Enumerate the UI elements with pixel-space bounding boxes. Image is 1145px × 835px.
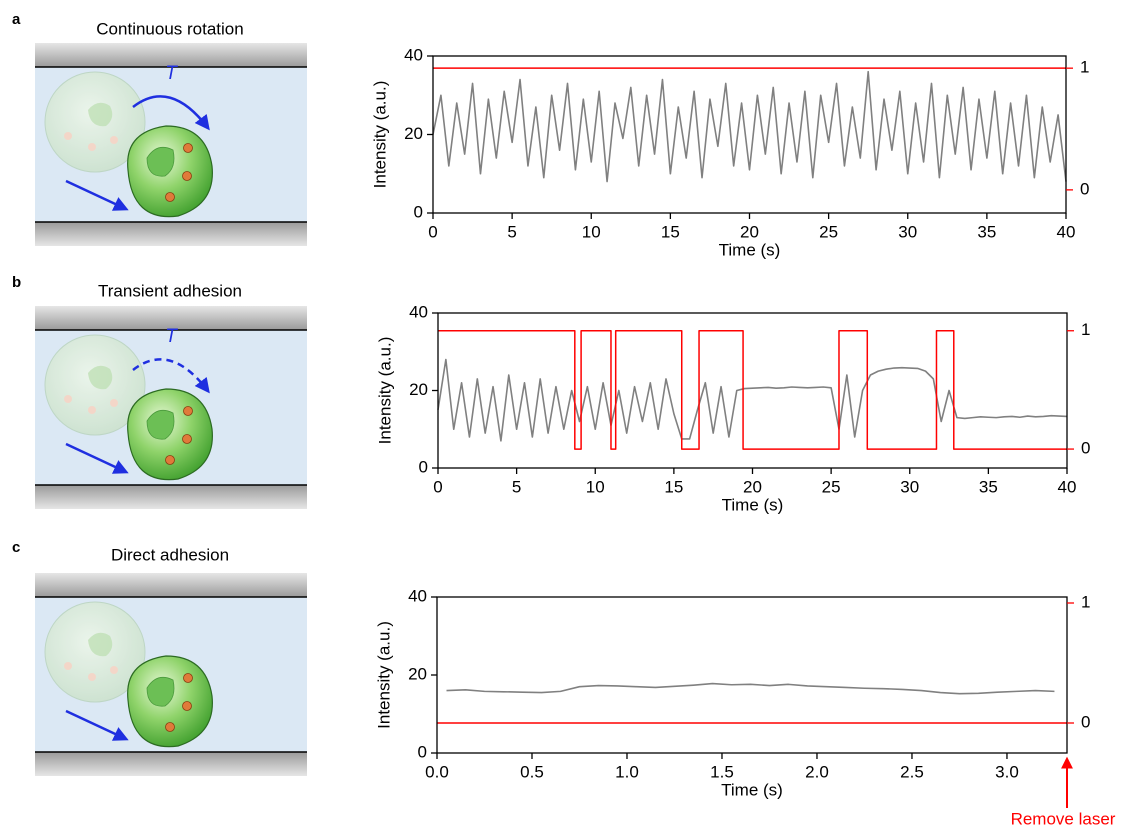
x-tick-label: 15 (664, 477, 683, 496)
x-tick-label: 5 (512, 477, 521, 496)
y2-tick-label: 0 (1080, 179, 1089, 198)
y-tick-label: 20 (404, 124, 423, 143)
x-axis-title: Time (s) (722, 495, 784, 514)
panel-label: b (12, 274, 21, 291)
x-tick-label: 15 (661, 222, 680, 241)
x-tick-label: 2.0 (805, 762, 829, 781)
x-tick-label: 0.5 (520, 762, 544, 781)
torque-arrow (132, 95, 210, 131)
y2-tick-label: 1 (1081, 320, 1090, 339)
y-tick-label: 0 (414, 202, 423, 221)
y2-tick-label: 1 (1081, 592, 1090, 611)
y-tick-label: 0 (419, 457, 428, 476)
panel-label: c (12, 539, 20, 556)
y2-tick-label: 1 (1080, 58, 1089, 77)
torque-arrow (132, 358, 210, 394)
x-tick-label: 20 (743, 477, 762, 496)
x-tick-label: 0.0 (425, 762, 449, 781)
plot-frame (437, 312, 1068, 469)
x-tick-label: 40 (1057, 222, 1076, 241)
x-axis-title: Time (s) (721, 780, 783, 799)
y-axis-title: Intensity (a.u.) (374, 621, 393, 729)
plot-frame (436, 596, 1068, 754)
x-tick-label: 2.5 (900, 762, 924, 781)
x-tick-label: 30 (900, 477, 919, 496)
y-axis-title: Intensity (a.u.) (375, 337, 394, 445)
intensity-line (446, 682, 1055, 695)
y-axis-title: Intensity (a.u.) (370, 81, 389, 189)
x-tick-label: 1.5 (710, 762, 734, 781)
panel-title: Transient adhesion (98, 281, 242, 300)
x-tick-label: 3.0 (995, 762, 1019, 781)
x-axis-title: Time (s) (719, 240, 781, 259)
annotation: Remove laser (1011, 809, 1116, 828)
x-tick-label: 10 (582, 222, 601, 241)
x-tick-label: 0 (433, 477, 442, 496)
y-tick-label: 20 (408, 664, 427, 683)
x-tick-label: 1.0 (615, 762, 639, 781)
y-tick-label: 0 (418, 742, 427, 761)
x-tick-label: 5 (507, 222, 516, 241)
x-tick-label: 25 (822, 477, 841, 496)
intensity-line (437, 358, 1068, 442)
x-tick-label: 40 (1058, 477, 1077, 496)
x-tick-label: 25 (819, 222, 838, 241)
torque-label: T (165, 63, 178, 84)
panel-label: a (12, 11, 21, 28)
x-tick-label: 35 (977, 222, 996, 241)
panel-title: Direct adhesion (111, 545, 229, 564)
channel-diagram (35, 573, 307, 776)
intensity-line (432, 70, 1067, 183)
y-tick-label: 40 (408, 586, 427, 605)
panel-title: Continuous rotation (96, 19, 243, 38)
x-tick-label: 0 (428, 222, 437, 241)
x-tick-label: 10 (586, 477, 605, 496)
y-tick-label: 20 (409, 380, 428, 399)
state-line (438, 330, 1067, 450)
x-tick-label: 35 (979, 477, 998, 496)
torque-label: T (165, 326, 178, 347)
y-tick-label: 40 (404, 45, 423, 64)
y-tick-label: 40 (409, 302, 428, 321)
y2-tick-label: 0 (1081, 439, 1090, 458)
y2-tick-label: 0 (1081, 712, 1090, 731)
x-tick-label: 20 (740, 222, 759, 241)
x-tick-label: 30 (898, 222, 917, 241)
plot-frame (432, 55, 1067, 214)
